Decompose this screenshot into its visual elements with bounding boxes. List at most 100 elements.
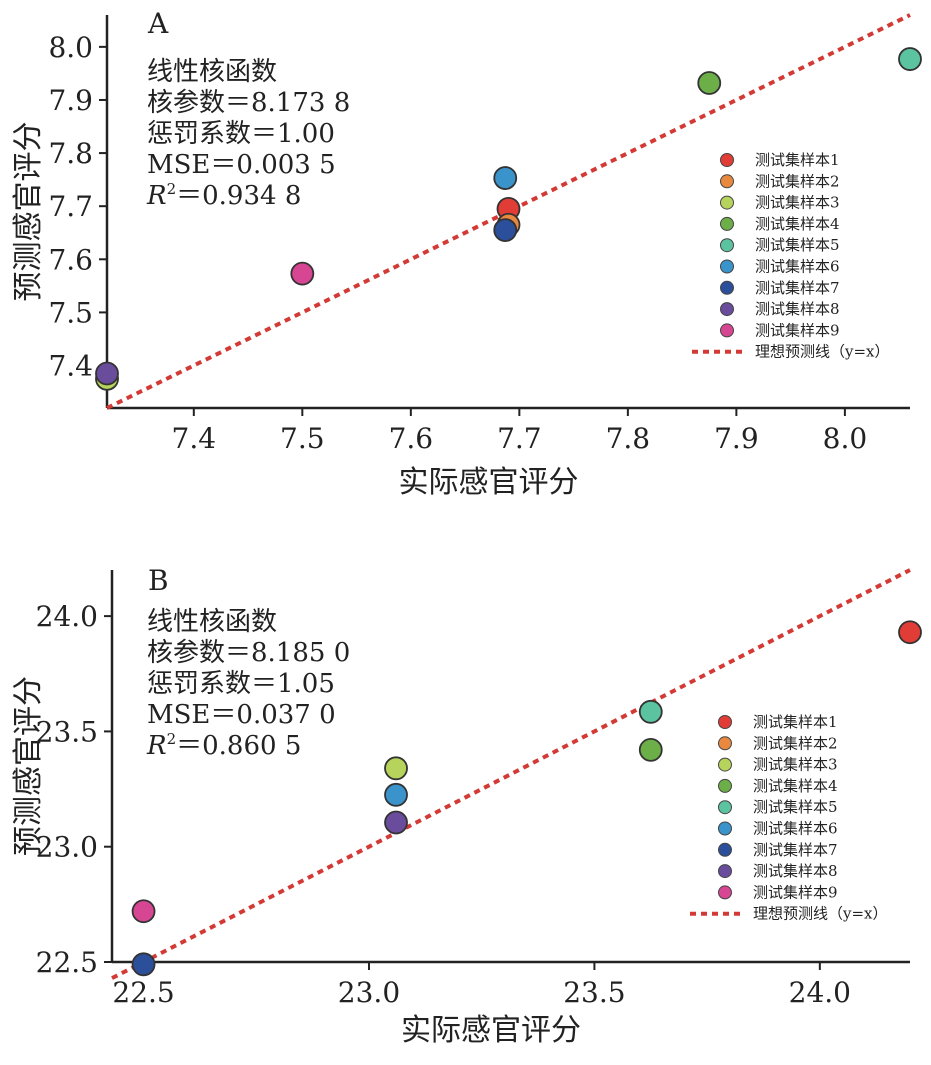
legend-label: 测试集样本2 xyxy=(755,172,840,190)
data-point xyxy=(131,899,156,924)
x-tick-label: 7.8 xyxy=(606,422,651,455)
x-axis-label: 实际感官评分 xyxy=(399,465,579,500)
data-point xyxy=(493,218,518,242)
x-tick-label: 23.0 xyxy=(338,976,400,1009)
legend-label: 测试集样本7 xyxy=(755,279,840,297)
data-point xyxy=(638,737,663,762)
stat-line: MSE＝0.037 0 xyxy=(147,700,336,730)
y-tick-label: 7.8 xyxy=(48,137,93,170)
data-point xyxy=(697,71,722,95)
legend-label: 测试集样本5 xyxy=(755,236,840,254)
legend-marker xyxy=(720,216,734,231)
r2-line: R2＝0.860 5 xyxy=(146,730,301,761)
legend-label: 测试集样本9 xyxy=(755,321,840,339)
legend-label: 测试集样本1 xyxy=(753,713,838,731)
data-point xyxy=(493,166,518,190)
stat-line: MSE＝0.003 5 xyxy=(147,150,336,180)
legend-label: 测试集样本3 xyxy=(753,756,838,774)
r2-value: ＝0.934 8 xyxy=(176,181,301,211)
legend-label: 测试集样本6 xyxy=(753,820,838,838)
y-axis-label: 预测感官评分 xyxy=(11,122,46,302)
x-tick-label: 7.5 xyxy=(280,422,325,455)
legend-label: 测试集样本1 xyxy=(755,151,840,169)
legend-label: 测试集样本5 xyxy=(753,798,838,816)
x-tick-label: 7.9 xyxy=(714,422,759,455)
data-point xyxy=(638,699,663,724)
legend-label: 测试集样本9 xyxy=(753,883,838,901)
data-point xyxy=(95,361,119,386)
legend-marker xyxy=(718,864,732,879)
data-point xyxy=(131,952,156,977)
x-tick-label: 7.4 xyxy=(172,422,217,455)
legend-label: 测试集样本8 xyxy=(755,300,840,318)
stat-line: 核参数＝8.185 0 xyxy=(147,638,350,668)
legend-marker xyxy=(720,238,734,253)
legend-label: 测试集样本3 xyxy=(755,194,840,212)
r2-line: R2＝0.934 8 xyxy=(146,180,301,211)
y-tick-label: 7.4 xyxy=(48,350,93,383)
legend-marker xyxy=(720,280,734,295)
y-tick-label: 7.6 xyxy=(48,243,93,276)
data-point xyxy=(290,261,315,286)
panel-label: B xyxy=(148,564,169,597)
legend-marker xyxy=(720,195,734,210)
legend-marker xyxy=(718,757,732,772)
legend-label: 测试集样本4 xyxy=(755,215,840,233)
legend-marker xyxy=(718,736,732,751)
stat-line: 惩罚系数＝1.05 xyxy=(147,669,335,699)
data-point xyxy=(384,782,408,807)
legend-marker xyxy=(720,153,734,167)
y-tick-label: 23.0 xyxy=(36,831,98,864)
legend-label: 测试集样本7 xyxy=(753,841,838,859)
y-tick-label: 7.5 xyxy=(48,296,93,329)
x-tick-label: 22.5 xyxy=(112,976,174,1009)
r2-value: ＝0.860 5 xyxy=(176,731,301,761)
y-axis-label: 预测感官评分 xyxy=(11,676,46,856)
legend-marker xyxy=(718,715,732,729)
data-point xyxy=(384,810,408,835)
legend-marker xyxy=(718,885,732,900)
x-axis-label: 实际感官评分 xyxy=(401,1013,581,1048)
data-point xyxy=(384,756,408,781)
panel-label: A xyxy=(147,7,169,40)
legend-label: 测试集样本2 xyxy=(753,734,838,752)
legend-label: 理想预测线（y=x） xyxy=(755,343,890,361)
y-tick-label: 7.9 xyxy=(48,84,93,117)
chart-panel-b: 22.5 23.0 23.5 24.0 22.5 23.0 23.5 24.0 实际感官评分 预测… xyxy=(11,564,922,1048)
stat-line: 线性核函数 xyxy=(147,57,277,87)
y-tick-label: 22.5 xyxy=(36,946,98,979)
data-point xyxy=(898,620,922,645)
r2-exponent: 2 xyxy=(167,730,177,748)
legend-label: 测试集样本8 xyxy=(753,862,838,880)
data-point xyxy=(898,47,922,71)
y-tick-label: 7.7 xyxy=(48,190,93,223)
x-tick-label: 8.0 xyxy=(823,422,868,455)
legend-label: 理想预测线（y=x） xyxy=(753,905,888,923)
r2-exponent: 2 xyxy=(167,180,177,198)
x-tick-label: 24.0 xyxy=(789,976,851,1009)
chart-panel-a: 7.4 7.5 7.6 7.7 7.8 7.9 8.0 7.4 7.5 7.6 7.7 7.8 7.9 8… xyxy=(11,7,922,500)
legend-marker xyxy=(720,302,734,317)
legend-label: 测试集样本4 xyxy=(753,777,838,795)
legend-label: 测试集样本6 xyxy=(755,258,840,276)
y-tick-label: 24.0 xyxy=(36,600,98,633)
stat-line: 核参数＝8.173 8 xyxy=(147,88,350,118)
legend-marker xyxy=(718,778,732,793)
y-tick-label: 8.0 xyxy=(48,31,93,64)
r2-symbol: R xyxy=(146,731,167,761)
y-tick-label: 23.5 xyxy=(36,715,98,748)
legend-marker xyxy=(718,800,732,815)
stat-line: 惩罚系数＝1.00 xyxy=(147,119,335,149)
r2-symbol: R xyxy=(146,181,167,211)
legend-marker xyxy=(720,259,734,274)
legend-marker xyxy=(720,174,734,189)
stat-line: 线性核函数 xyxy=(147,607,277,637)
legend-marker xyxy=(718,842,732,857)
x-tick-label: 7.6 xyxy=(389,422,434,455)
legend-marker xyxy=(720,323,734,338)
legend-marker xyxy=(718,821,732,836)
x-tick-label: 23.5 xyxy=(563,976,625,1009)
x-tick-label: 7.7 xyxy=(497,422,542,455)
